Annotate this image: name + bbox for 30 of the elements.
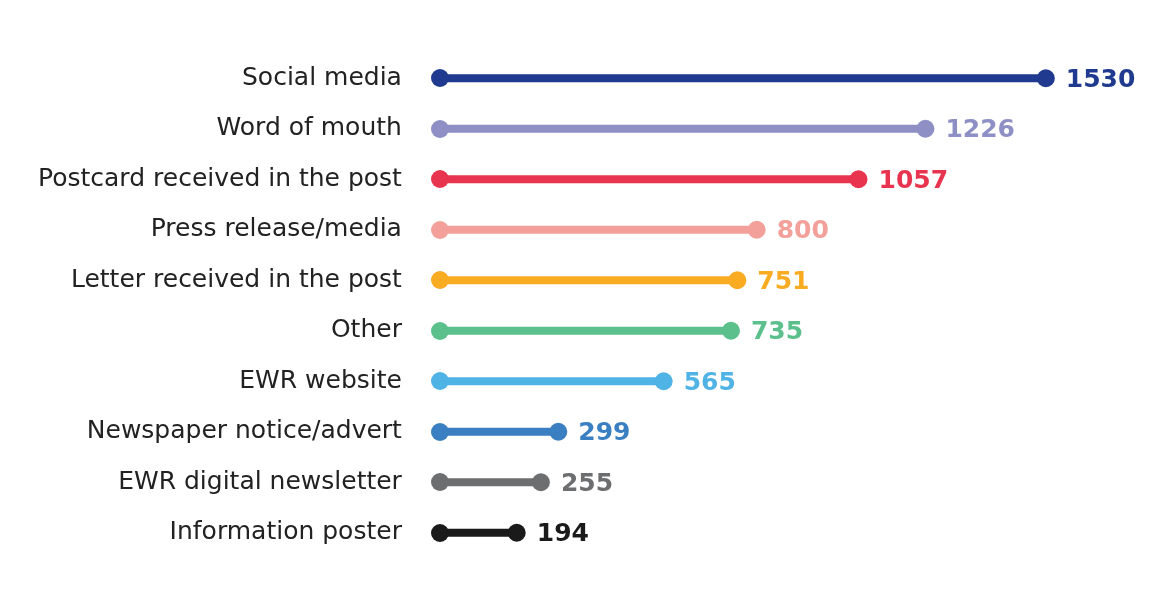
- y-tick-label: Newspaper notice/advert: [86, 415, 403, 445]
- point: [1036, 69, 1055, 88]
- point: [849, 170, 868, 189]
- data-label: 299: [578, 417, 631, 447]
- y-tick-label: Postcard received in the post: [38, 162, 403, 192]
- data-label: 1530: [1065, 63, 1136, 93]
- data-label: 800: [776, 215, 829, 245]
- y-tick-label: Word of mouth: [216, 112, 402, 142]
- data-label: 735: [750, 316, 804, 346]
- point: [721, 321, 740, 340]
- data-label: 1226: [945, 114, 1016, 144]
- y-tick-label: EWR website: [239, 364, 402, 394]
- y-tick-label: Press release/media: [150, 213, 402, 243]
- data-label: 255: [560, 467, 614, 497]
- y-tick-label: Other: [330, 314, 403, 344]
- point: [549, 422, 568, 441]
- data-label: 751: [757, 265, 810, 295]
- point: [654, 372, 673, 391]
- y-tick-label: Social media: [241, 61, 402, 91]
- y-tick-label: Information poster: [169, 516, 403, 546]
- point: [916, 119, 935, 138]
- data-label: 1057: [878, 164, 949, 194]
- y-tick-label: Letter received in the post: [70, 263, 403, 293]
- y-tick-label: EWR digital newsletter: [118, 465, 403, 495]
- point: [747, 220, 766, 239]
- point: [531, 473, 550, 492]
- data-label: 565: [683, 366, 736, 396]
- data-label: 194: [536, 518, 589, 548]
- point: [507, 523, 526, 542]
- point: [728, 271, 747, 290]
